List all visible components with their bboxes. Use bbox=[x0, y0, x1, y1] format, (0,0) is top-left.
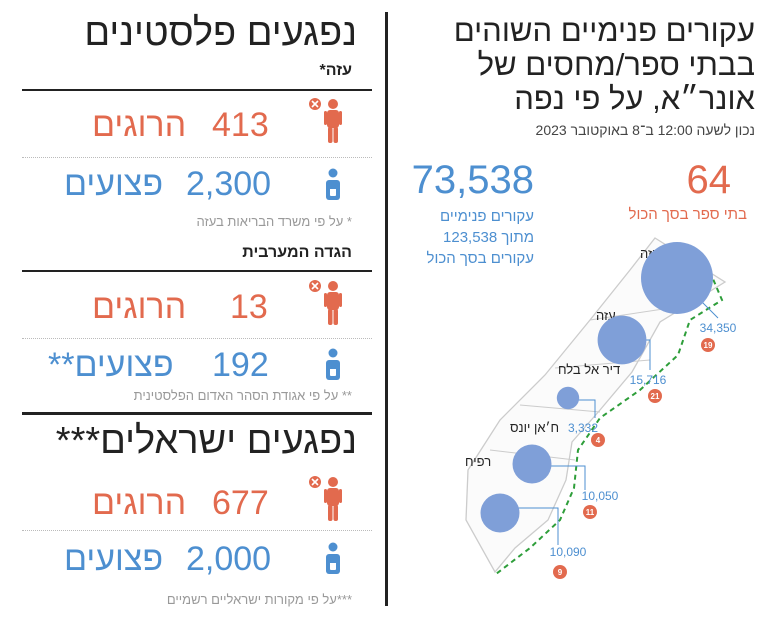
bubble-rafah bbox=[480, 493, 520, 533]
displaced-khan-yunis: 10,050 bbox=[582, 489, 619, 503]
gaza-injured-label: פצועים bbox=[64, 165, 164, 203]
bubble-gaza bbox=[597, 315, 647, 365]
section-label-gaza: עזה* bbox=[319, 62, 352, 79]
israeli-casualties-title: נפגעים ישראלים*** bbox=[55, 420, 357, 462]
israel-injured-number: 2,000 bbox=[186, 540, 272, 578]
idp-total: 73,538 bbox=[411, 158, 534, 202]
badge-north-gaza bbox=[701, 338, 715, 352]
west-bank-killed-number: 13 bbox=[230, 288, 268, 326]
region-label-khan-yunis: ח׳אן יונס bbox=[510, 420, 559, 435]
schools-khan-yunis: 11 bbox=[586, 508, 595, 517]
displaced-north-gaza: 34,350 bbox=[700, 321, 737, 335]
badge-rafah bbox=[553, 565, 567, 579]
bubble-deir-al-balah bbox=[556, 386, 580, 410]
displaced-subtitle: נכון לשעה 12:00 ב־8 באוקטובר 2023 bbox=[535, 122, 755, 138]
israel-injured-label: פצועים bbox=[64, 540, 164, 578]
border-line bbox=[495, 249, 724, 575]
schools-total: 64 bbox=[686, 158, 732, 202]
israel-killed-label: הרוגים bbox=[92, 484, 187, 522]
gaza-killed-number: 413 bbox=[212, 106, 269, 144]
panel-divider bbox=[385, 12, 388, 606]
displaced-title: עקורים פנימיים השוהים בבתי ספר/מחסים של … bbox=[453, 13, 755, 116]
badge-gaza bbox=[648, 389, 662, 403]
idp-caption: עקורים פנימיים מתוך 123,538 עקורים בסך ה… bbox=[426, 208, 535, 267]
row-separator bbox=[22, 338, 372, 339]
bubble-khan-yunis bbox=[512, 444, 552, 484]
west-bank-killed-label: הרוגים bbox=[92, 288, 187, 326]
person-killed-icon bbox=[309, 476, 342, 521]
palestinian-casualties-title: נפגעים פלסטינים bbox=[84, 12, 357, 54]
gaza-source-note: * על פי משרד הבריאות בעזה bbox=[196, 214, 352, 229]
west-bank-injured-number: 192 bbox=[212, 346, 269, 384]
schools-gaza: 21 bbox=[651, 392, 660, 401]
displaced-gaza: 15,716 bbox=[630, 373, 667, 387]
west-bank-injured-label: פצועים** bbox=[48, 346, 174, 384]
person-injured-icon bbox=[326, 542, 340, 574]
badge-deir-al-balah bbox=[591, 433, 605, 447]
bubble-north-gaza bbox=[641, 242, 713, 314]
israel-killed-number: 677 bbox=[212, 484, 269, 522]
divider-gaza bbox=[22, 89, 372, 91]
person-injured-icon bbox=[326, 168, 340, 200]
divider-west-bank bbox=[22, 270, 372, 272]
israel-source-note: ***על פי מקורות ישראליים רשמיים bbox=[166, 592, 352, 607]
divider-israeli bbox=[22, 412, 372, 415]
region-label-rafah: רפיח bbox=[465, 454, 491, 469]
displaced-deir-al-balah: 3,332 bbox=[568, 421, 598, 435]
row-separator bbox=[22, 530, 372, 531]
badge-khan-yunis bbox=[583, 505, 597, 519]
row-separator bbox=[22, 157, 372, 158]
person-killed-icon bbox=[309, 98, 342, 143]
region-label-deir-al-balah: דיר אל בלח bbox=[558, 362, 620, 377]
schools-rafah: 9 bbox=[558, 568, 563, 577]
person-killed-icon bbox=[309, 280, 342, 325]
west-bank-source-note: ** על פי אגודת הסהר האדום הפלסטינית bbox=[133, 388, 352, 403]
displaced-rafah: 10,090 bbox=[550, 545, 587, 559]
gaza-killed-label: הרוגים bbox=[92, 106, 187, 144]
schools-caption: בתי ספר בסך הכול bbox=[628, 206, 747, 223]
schools-north-gaza: 19 bbox=[704, 341, 713, 350]
schools-deir-al-balah: 4 bbox=[596, 436, 601, 445]
gaza-injured-number: 2,300 bbox=[186, 165, 272, 203]
person-injured-icon bbox=[326, 348, 340, 380]
section-label-west-bank: הגדה המערבית bbox=[242, 244, 352, 261]
